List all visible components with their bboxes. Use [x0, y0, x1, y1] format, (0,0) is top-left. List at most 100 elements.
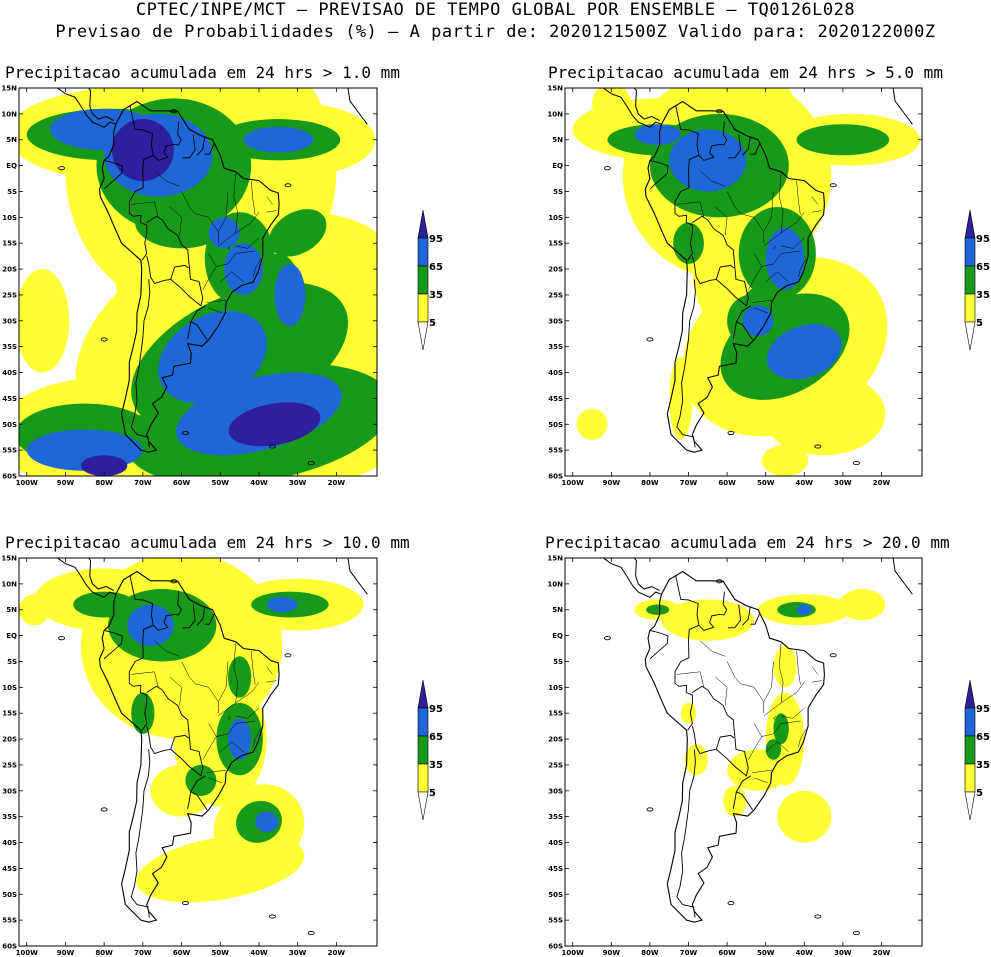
country-border — [204, 613, 215, 625]
lat-tick-label: 15S — [548, 710, 563, 718]
lon-tick-label: 30W — [834, 479, 852, 487]
state-border — [266, 210, 277, 213]
state-border — [778, 173, 784, 233]
panel-title-20mm: Precipitacao acumulada em 24 hrs > 20.0 … — [545, 533, 950, 552]
probability-area-95 — [228, 402, 321, 447]
probability-area-65 — [796, 604, 813, 615]
colorbar-label: 65 — [976, 732, 990, 743]
lat-tick-label: 25S — [548, 291, 563, 299]
state-border — [811, 196, 819, 205]
island — [58, 166, 66, 171]
lat-tick-label: 20S — [548, 266, 563, 274]
colorbar-label: 35 — [976, 760, 990, 771]
probability-area-65 — [266, 596, 298, 613]
country-border — [146, 725, 189, 755]
map-1mm: 15N 10N 5N EQ 5S 10S 15S 20S 25S 30S 35S 40S 45S 50S 5… — [1, 85, 378, 487]
lat-tick-label: 25S — [2, 761, 17, 769]
lat-tick-label: 50S — [2, 421, 17, 429]
probability-area-35 — [185, 764, 217, 796]
island — [284, 653, 292, 658]
lon-tick-label: 50W — [757, 949, 775, 957]
lon-tick-label: 90W — [603, 949, 621, 957]
probability-area-65 — [742, 305, 774, 337]
state-border — [266, 196, 273, 205]
state-border — [202, 723, 217, 760]
lat-tick-label: 40S — [548, 839, 563, 847]
state-border — [202, 253, 217, 290]
colorbar-segment-5 — [964, 293, 976, 323]
state-border — [216, 720, 256, 737]
state-border — [796, 651, 801, 685]
lon-tick-label: 30W — [289, 949, 307, 957]
state-border — [220, 741, 244, 753]
country-border — [732, 791, 737, 809]
state-border — [765, 741, 789, 753]
lat-tick-label: 10S — [2, 684, 17, 692]
probability-area-35 — [673, 222, 704, 264]
state-border — [195, 683, 219, 702]
country-border — [742, 606, 751, 626]
lat-tick-label: 5N — [552, 606, 563, 614]
africa-coastline — [892, 558, 913, 595]
south-america-coastline — [644, 100, 825, 453]
probability-area-95 — [80, 455, 128, 476]
lat-tick-label: 60S — [548, 473, 563, 481]
lat-tick-label: 20S — [548, 736, 563, 744]
colorbar-label: 5 — [429, 318, 436, 329]
state-border — [740, 213, 765, 232]
africa-coastline — [347, 558, 368, 595]
lon-tick-label: 50W — [757, 479, 775, 487]
lat-tick-label: 10N — [1, 110, 17, 118]
island — [814, 444, 822, 449]
lat-tick-label: 35S — [2, 343, 17, 351]
island — [181, 901, 189, 906]
state-border — [218, 191, 229, 244]
probability-area-5 — [158, 558, 205, 595]
lon-tick-label: 60W — [718, 479, 736, 487]
state-border — [218, 682, 260, 717]
country-border — [170, 749, 204, 777]
lon-tick-label: 90W — [57, 949, 75, 957]
lon-tick-label: 20W — [873, 949, 891, 957]
lat-tick-label: 60S — [2, 943, 17, 951]
island — [269, 444, 276, 449]
lon-tick-label: 100W — [562, 949, 585, 957]
lat-tick-label: 5S — [7, 188, 17, 196]
island — [829, 653, 837, 658]
lat-tick-label: 15N — [1, 555, 17, 563]
state-border — [252, 258, 262, 277]
colorbar-segment-5 — [417, 293, 429, 323]
colorbar-label: 35 — [429, 290, 443, 301]
lon-tick-label: 100W — [16, 479, 39, 487]
probability-area-5 — [576, 408, 608, 440]
country-border — [187, 791, 192, 809]
country-border — [128, 187, 148, 261]
state-border — [772, 715, 777, 720]
state-border — [699, 170, 726, 187]
colorbar-label: 5 — [976, 318, 983, 329]
colorbar-label: 35 — [976, 290, 990, 301]
lon-tick-label: 90W — [57, 479, 75, 487]
state-border — [740, 683, 765, 702]
lat-tick-label: 15S — [2, 710, 17, 718]
map-frame — [564, 557, 923, 947]
lat-tick-label: EQ — [552, 632, 563, 640]
probability-area-5 — [680, 702, 697, 724]
country-border — [675, 106, 700, 188]
lat-tick-label: 45S — [2, 865, 17, 873]
state-border — [206, 769, 227, 773]
map-10mm: 15N 10N 5N EQ 5S 10S 15S 20S 25S 30S 35S 40S 45S 50S 5… — [1, 555, 378, 957]
state-border — [250, 651, 256, 685]
probability-area-35 — [765, 739, 782, 760]
panel-title-1mm: Precipitacao acumulada em 24 hrs > 1.0 m… — [5, 63, 400, 82]
colorbar-segment-95 — [417, 209, 429, 239]
country-border — [675, 576, 700, 658]
lon-tick-label: 60W — [173, 479, 191, 487]
colorbar-label: 95 — [976, 234, 990, 245]
island — [181, 431, 189, 436]
central-america-coastline — [56, 88, 116, 128]
country-border — [103, 159, 123, 190]
lon-tick-label: 20W — [328, 949, 346, 957]
lon-tick-label: 40W — [250, 949, 268, 957]
probability-area-35 — [131, 692, 155, 734]
